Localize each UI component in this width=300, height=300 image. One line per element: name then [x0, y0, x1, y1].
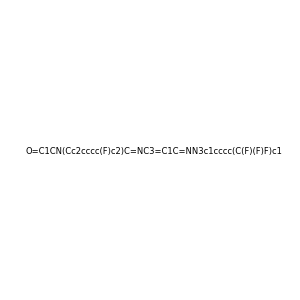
Text: O=C1CN(Cc2cccc(F)c2)C=NC3=C1C=NN3c1cccc(C(F)(F)F)c1: O=C1CN(Cc2cccc(F)c2)C=NC3=C1C=NN3c1cccc(… — [25, 147, 282, 156]
